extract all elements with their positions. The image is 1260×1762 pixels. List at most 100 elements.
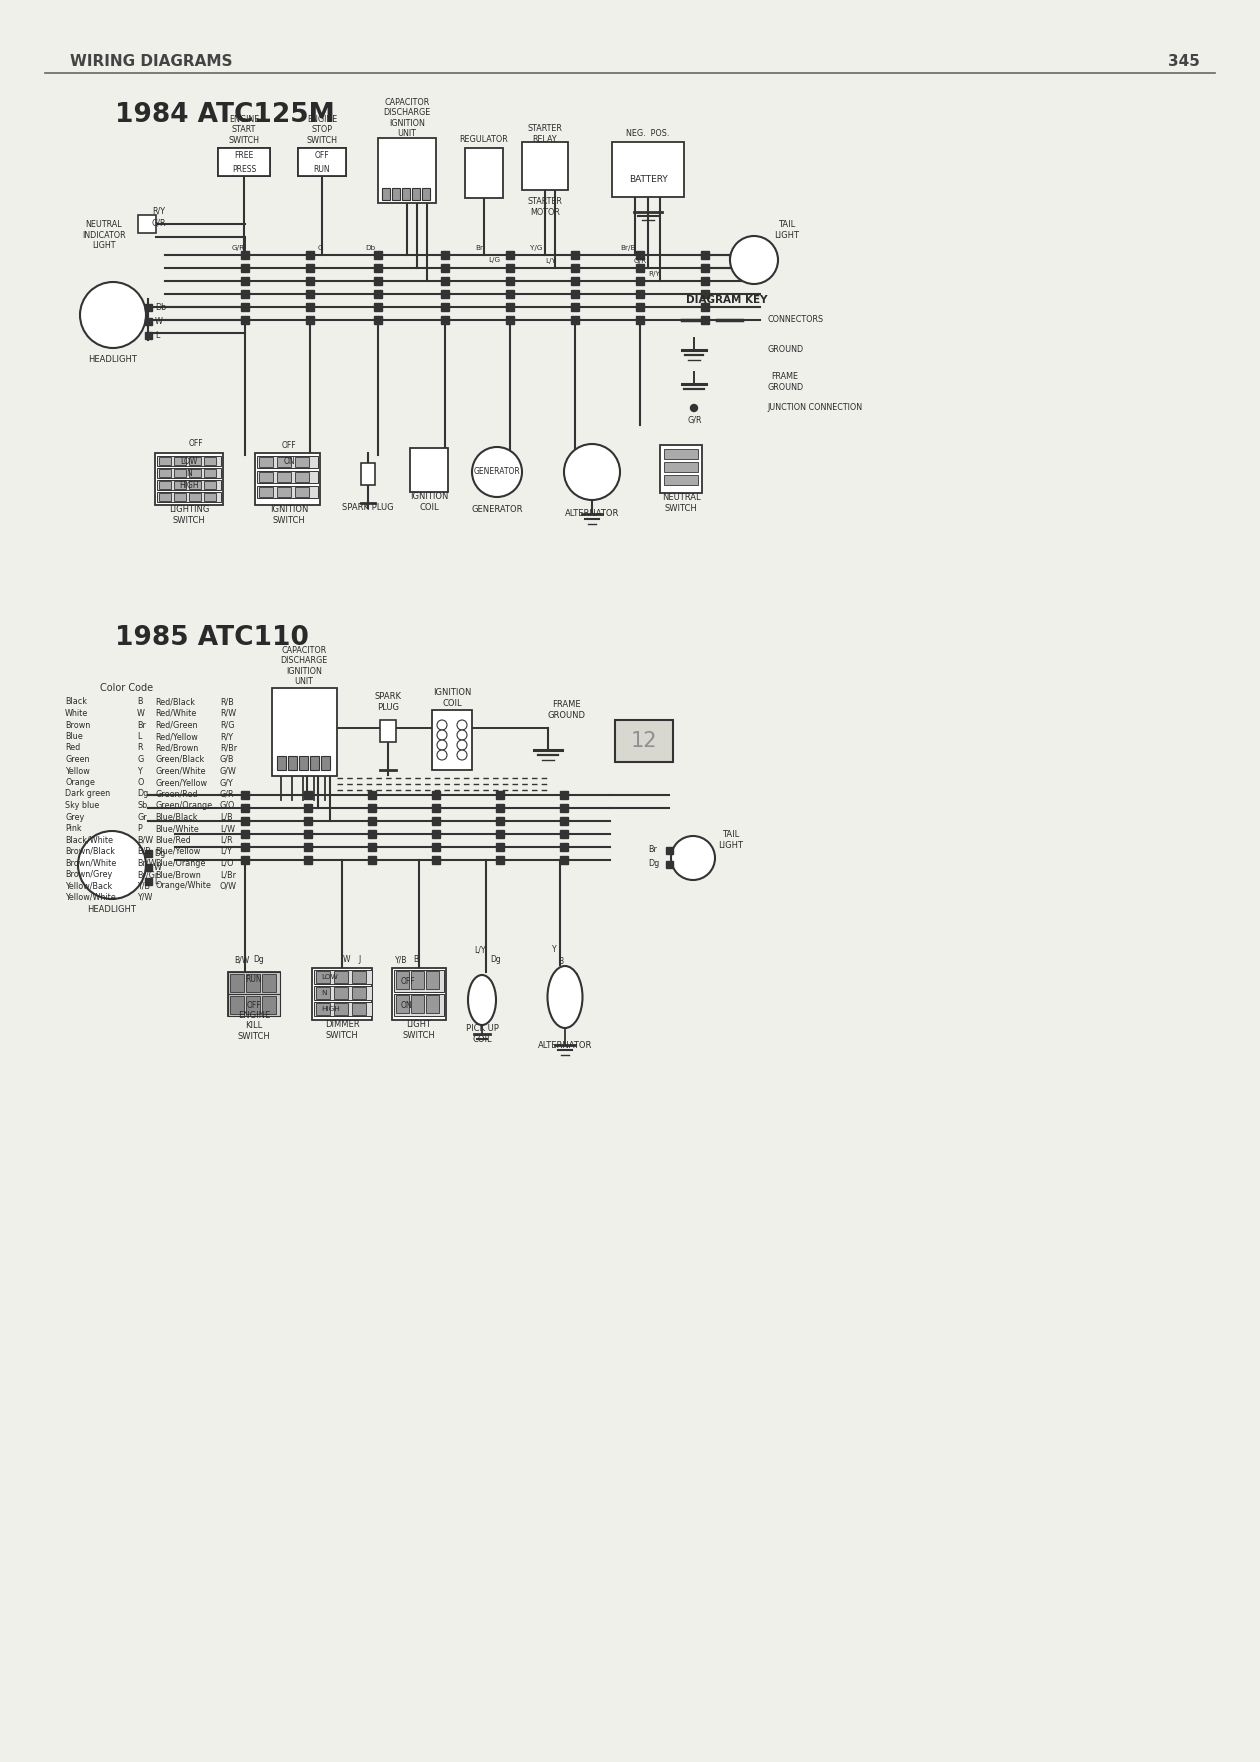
Bar	[441, 250, 449, 259]
Text: P: P	[137, 825, 141, 833]
Text: R/Y: R/Y	[152, 206, 165, 215]
Bar	[664, 462, 698, 472]
Bar	[559, 791, 568, 798]
Text: Blue/Red: Blue/Red	[155, 835, 190, 844]
Text: L/Y: L/Y	[546, 257, 556, 264]
Bar	[368, 830, 375, 839]
Text: FREE: FREE	[234, 150, 253, 160]
Text: Black/White: Black/White	[66, 835, 113, 844]
Text: J: J	[358, 955, 360, 964]
Text: Y: Y	[552, 946, 557, 955]
Bar	[304, 856, 312, 863]
Bar	[507, 264, 514, 271]
Bar	[432, 856, 440, 863]
Text: LIGHTING
SWITCH: LIGHTING SWITCH	[169, 506, 209, 525]
Text: Brown/White: Brown/White	[66, 858, 116, 867]
Bar	[304, 818, 312, 825]
Bar	[255, 453, 320, 506]
Text: B: B	[137, 698, 142, 707]
Text: ON: ON	[284, 456, 295, 465]
Text: G/O: G/O	[220, 802, 236, 811]
Text: G/B: G/B	[220, 754, 234, 765]
Text: IGNITION
COIL: IGNITION COIL	[433, 689, 471, 708]
Bar	[496, 791, 504, 798]
Text: Dg: Dg	[648, 860, 659, 869]
Bar	[277, 472, 291, 483]
Bar	[299, 756, 307, 770]
Circle shape	[437, 751, 447, 759]
Ellipse shape	[548, 966, 582, 1027]
Bar	[159, 481, 171, 490]
Bar	[701, 277, 709, 285]
Bar	[636, 291, 644, 298]
Bar	[571, 264, 580, 271]
Text: R/B: R/B	[220, 698, 234, 707]
Bar	[368, 856, 375, 863]
Text: BATTERY: BATTERY	[629, 176, 668, 185]
Bar	[636, 315, 644, 324]
Text: CAPACITOR
DISCHARGE
IGNITION
UNIT: CAPACITOR DISCHARGE IGNITION UNIT	[383, 99, 431, 137]
Text: Br: Br	[137, 721, 146, 729]
Text: Y/B: Y/B	[137, 881, 150, 890]
Text: ALTERNATOR: ALTERNATOR	[564, 509, 619, 518]
Bar	[665, 846, 673, 853]
Text: IGNITION
SWITCH: IGNITION SWITCH	[270, 506, 309, 525]
Text: G/Y: G/Y	[220, 779, 234, 788]
Bar	[559, 803, 568, 812]
Bar	[426, 971, 438, 988]
Text: Br/W: Br/W	[137, 858, 156, 867]
Text: L: L	[154, 876, 159, 886]
Text: Pink: Pink	[66, 825, 82, 833]
Bar	[316, 971, 330, 983]
Text: Y: Y	[137, 766, 141, 775]
Text: HIGH: HIGH	[321, 1006, 340, 1011]
Bar	[228, 973, 280, 1017]
Text: Sky blue: Sky blue	[66, 802, 100, 811]
Text: Gr: Gr	[137, 812, 146, 821]
Circle shape	[457, 729, 467, 740]
Text: W: W	[137, 708, 145, 717]
Text: B: B	[558, 957, 563, 967]
Text: Red/White: Red/White	[155, 708, 197, 717]
Text: JUNCTION CONNECTION: JUNCTION CONNECTION	[767, 403, 862, 412]
Bar	[189, 481, 202, 490]
Text: R/W: R/W	[220, 708, 236, 717]
Text: GENERATOR: GENERATOR	[474, 467, 520, 476]
Bar	[218, 162, 270, 176]
Text: RUN: RUN	[314, 164, 330, 173]
Text: OFF: OFF	[401, 976, 416, 985]
Bar	[368, 803, 375, 812]
Bar	[260, 472, 273, 483]
Bar	[316, 1003, 330, 1015]
Text: OFF: OFF	[189, 439, 204, 448]
Text: R/G: R/G	[220, 721, 234, 729]
Bar	[314, 987, 372, 1001]
Bar	[204, 469, 215, 478]
Text: SPARK
PLUG: SPARK PLUG	[374, 692, 402, 712]
Bar	[304, 803, 312, 812]
Text: Red/Yellow: Red/Yellow	[155, 731, 198, 742]
Text: 345: 345	[1168, 55, 1200, 69]
Text: B/W: B/W	[137, 835, 154, 844]
Bar	[496, 842, 504, 851]
Text: L/W: L/W	[220, 825, 236, 833]
Bar	[496, 856, 504, 863]
Circle shape	[79, 282, 146, 349]
Bar	[701, 264, 709, 271]
Text: HEADLIGHT: HEADLIGHT	[88, 356, 137, 365]
Bar	[204, 456, 215, 465]
Text: G: G	[137, 754, 144, 765]
Bar	[334, 971, 348, 983]
Text: Red/Green: Red/Green	[155, 721, 198, 729]
Text: Brown/Black: Brown/Black	[66, 848, 115, 856]
Circle shape	[457, 721, 467, 729]
Text: Br: Br	[648, 846, 656, 855]
Bar	[660, 446, 702, 493]
Bar	[260, 486, 273, 497]
Text: HIGH: HIGH	[179, 481, 199, 490]
Bar	[396, 996, 410, 1013]
Text: Br/Gr: Br/Gr	[137, 870, 159, 879]
Text: Red/Brown: Red/Brown	[155, 744, 198, 752]
Text: L/O: L/O	[220, 858, 233, 867]
Bar	[314, 1003, 372, 1017]
